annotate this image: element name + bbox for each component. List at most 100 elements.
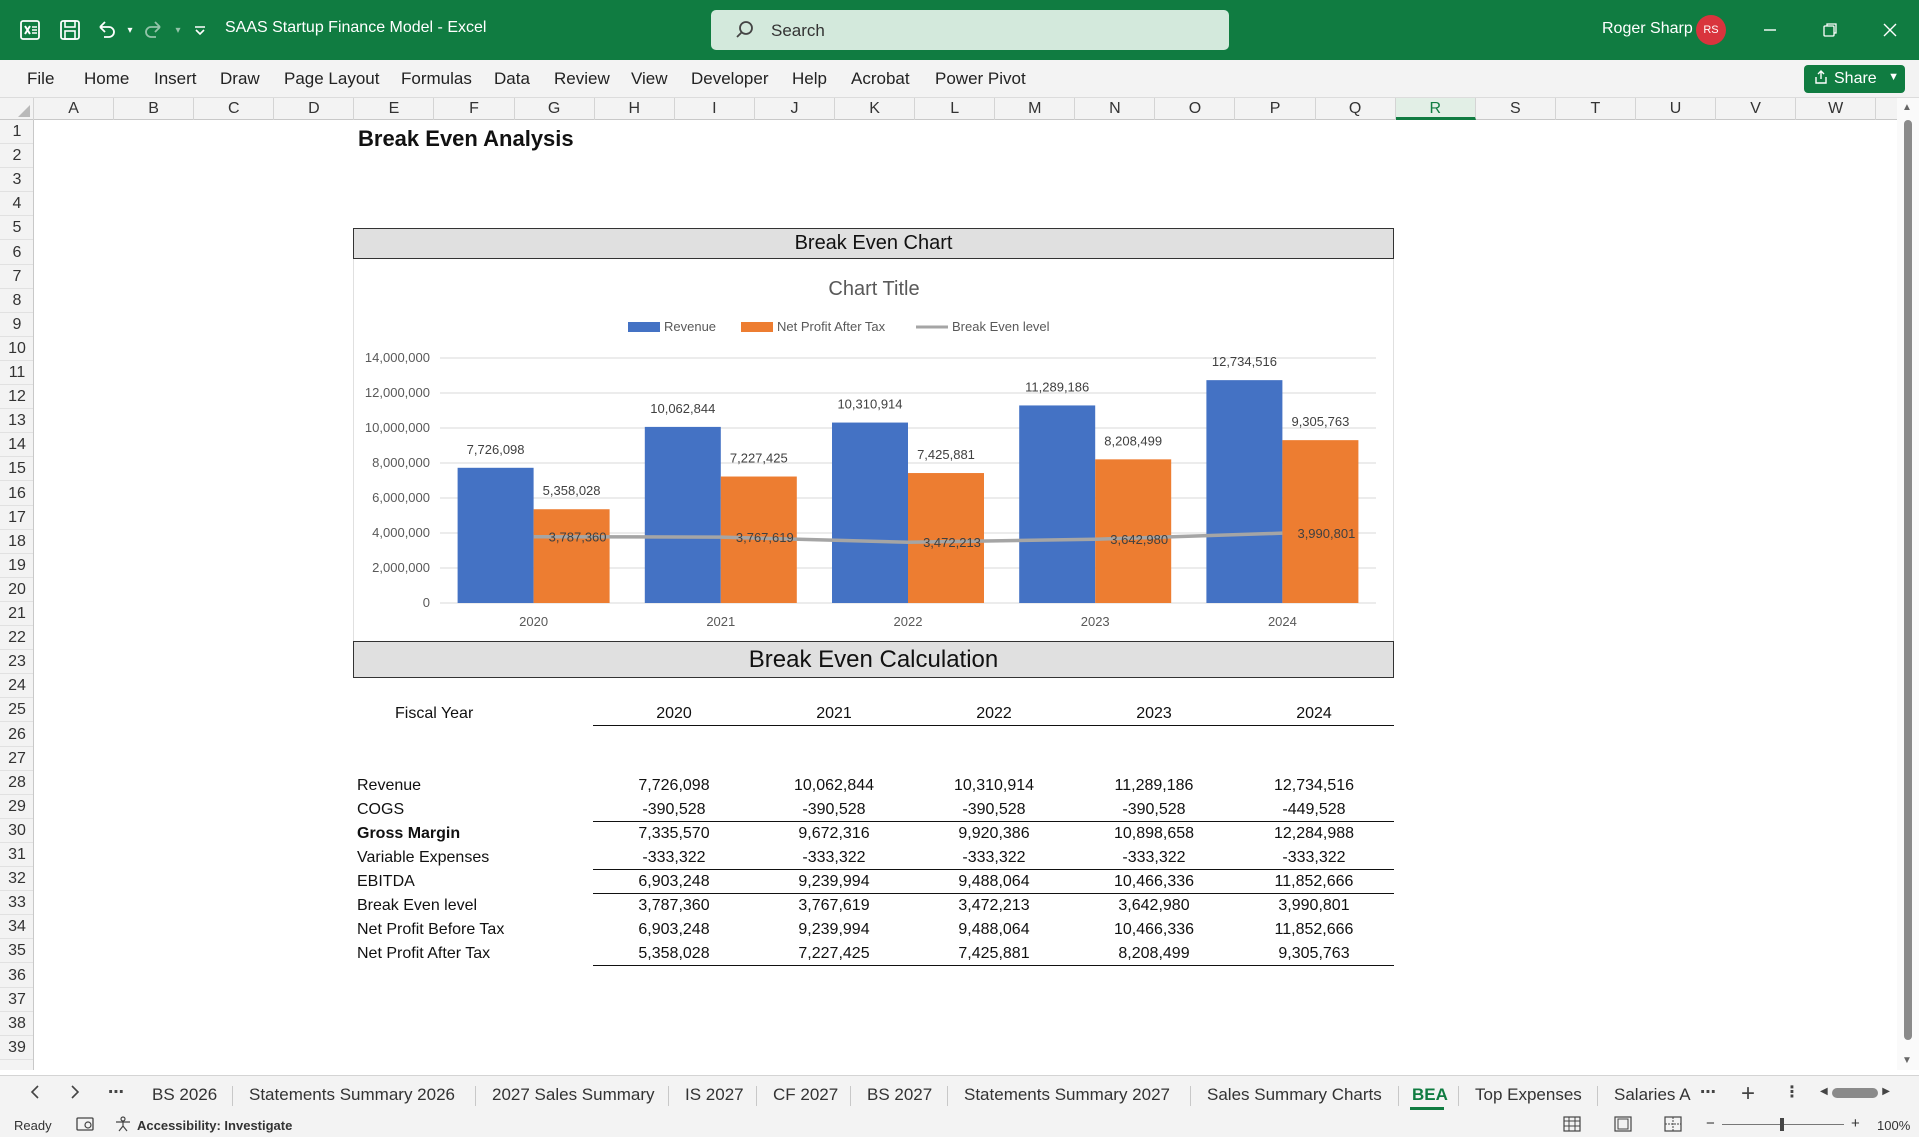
column-header-h[interactable]: H bbox=[595, 98, 675, 120]
redo-dropdown-icon[interactable]: ▾ bbox=[175, 24, 181, 36]
sheet-tab-cf-2027[interactable]: CF 2027 bbox=[773, 1085, 839, 1104]
customize-toolbar-icon[interactable] bbox=[184, 14, 216, 46]
share-button[interactable]: Share ▼ bbox=[1804, 65, 1905, 93]
column-header-w[interactable]: W bbox=[1796, 98, 1877, 120]
column-header-b[interactable]: B bbox=[114, 98, 195, 120]
undo-dropdown-icon[interactable]: ▾ bbox=[127, 24, 133, 36]
menu-formulas[interactable]: Formulas bbox=[401, 69, 472, 88]
row-header-34[interactable]: 34 bbox=[0, 915, 33, 940]
zoom-in-icon[interactable]: + bbox=[1851, 1115, 1860, 1132]
add-sheet-icon[interactable]: + bbox=[1741, 1080, 1756, 1107]
row-header-12[interactable]: 12 bbox=[0, 385, 33, 410]
menu-review[interactable]: Review bbox=[554, 69, 610, 88]
column-header-f[interactable]: F bbox=[435, 98, 515, 120]
column-header-c[interactable]: C bbox=[194, 98, 275, 120]
row-header-14[interactable]: 14 bbox=[0, 433, 33, 458]
menu-draw[interactable]: Draw bbox=[220, 69, 260, 88]
macro-record-icon[interactable] bbox=[76, 1116, 94, 1135]
scroll-up-icon[interactable]: ▲ bbox=[1902, 102, 1912, 113]
redo-icon[interactable] bbox=[138, 14, 170, 46]
search-box[interactable]: Search bbox=[711, 10, 1229, 50]
scroll-left-icon[interactable]: ◀ bbox=[1820, 1086, 1828, 1097]
row-header-4[interactable]: 4 bbox=[0, 192, 33, 217]
menu-acrobat[interactable]: Acrobat bbox=[851, 69, 910, 88]
row-header-28[interactable]: 28 bbox=[0, 771, 33, 795]
menu-view[interactable]: View bbox=[631, 69, 668, 88]
column-header-d[interactable]: D bbox=[274, 98, 355, 120]
scroll-down-icon[interactable]: ▼ bbox=[1902, 1055, 1912, 1066]
column-header-l[interactable]: L bbox=[915, 98, 996, 120]
row-header-33[interactable]: 33 bbox=[0, 891, 33, 916]
menu-home[interactable]: Home bbox=[84, 69, 130, 88]
row-header-11[interactable]: 11 bbox=[0, 361, 33, 385]
zoom-level[interactable]: 100% bbox=[1877, 1118, 1911, 1133]
row-header-18[interactable]: 18 bbox=[0, 530, 33, 554]
column-header-e[interactable]: E bbox=[354, 98, 435, 120]
row-header-20[interactable]: 20 bbox=[0, 578, 33, 602]
row-header-37[interactable]: 37 bbox=[0, 988, 33, 1012]
row-header-7[interactable]: 7 bbox=[0, 265, 33, 289]
menu-insert[interactable]: Insert bbox=[154, 69, 197, 88]
sheet-tab-salaries-a[interactable]: Salaries A bbox=[1614, 1085, 1691, 1104]
row-header-3[interactable]: 3 bbox=[0, 168, 33, 193]
row-header-9[interactable]: 9 bbox=[0, 313, 33, 337]
row-header-29[interactable]: 29 bbox=[0, 795, 33, 819]
normal-view-icon[interactable] bbox=[1563, 1116, 1581, 1135]
column-header-g[interactable]: G bbox=[515, 98, 595, 120]
row-header-38[interactable]: 38 bbox=[0, 1012, 33, 1036]
menu-developer[interactable]: Developer bbox=[691, 69, 769, 88]
row-header-22[interactable]: 22 bbox=[0, 626, 33, 651]
row-header-16[interactable]: 16 bbox=[0, 482, 33, 506]
menu-page-layout[interactable]: Page Layout bbox=[284, 69, 380, 88]
sheet-tab-sales-summary-charts[interactable]: Sales Summary Charts bbox=[1207, 1085, 1382, 1104]
restore-icon[interactable] bbox=[1812, 12, 1848, 48]
column-header-k[interactable]: K bbox=[835, 98, 916, 120]
column-header-v[interactable]: V bbox=[1716, 98, 1797, 120]
row-header-36[interactable]: 36 bbox=[0, 964, 33, 988]
prev-sheet-icon[interactable] bbox=[30, 1085, 40, 1104]
sheet-tab-2027-sales-summary[interactable]: 2027 Sales Summary bbox=[492, 1085, 655, 1104]
sheet-tab-is-2027[interactable]: IS 2027 bbox=[685, 1085, 744, 1104]
menu-help[interactable]: Help bbox=[792, 69, 827, 88]
zoom-out-icon[interactable]: − bbox=[1706, 1115, 1715, 1132]
column-header-o[interactable]: O bbox=[1155, 98, 1236, 120]
sheet-tab-bs-2027[interactable]: BS 2027 bbox=[867, 1085, 933, 1104]
row-header-25[interactable]: 25 bbox=[0, 698, 33, 723]
row-header-27[interactable]: 27 bbox=[0, 747, 33, 771]
menu-data[interactable]: Data bbox=[494, 69, 530, 88]
column-header-r[interactable]: R bbox=[1395, 98, 1476, 120]
column-header-p[interactable]: P bbox=[1236, 98, 1316, 120]
minimize-icon[interactable] bbox=[1752, 12, 1788, 48]
scroll-right-icon[interactable]: ▶ bbox=[1882, 1086, 1890, 1097]
horizontal-scrollbar[interactable]: ◀ ▶ bbox=[1820, 1086, 1890, 1100]
sheet-options-icon[interactable]: ⋮ bbox=[1784, 1084, 1800, 1101]
sheet-tab-statements-summary-2026[interactable]: Statements Summary 2026 bbox=[249, 1085, 455, 1104]
sheet-tab-bs-2026[interactable]: BS 2026 bbox=[152, 1085, 218, 1104]
accessibility-status[interactable]: Accessibility: Investigate bbox=[137, 1118, 293, 1133]
chevron-down-icon[interactable]: ▼ bbox=[1888, 71, 1899, 83]
column-header-m[interactable]: M bbox=[995, 98, 1076, 120]
sheet-tab-statements-summary-2027[interactable]: Statements Summary 2027 bbox=[964, 1085, 1170, 1104]
row-header-17[interactable]: 17 bbox=[0, 506, 33, 530]
page-layout-view-icon[interactable] bbox=[1614, 1116, 1632, 1135]
row-header-24[interactable]: 24 bbox=[0, 674, 33, 699]
row-header-23[interactable]: 23 bbox=[0, 650, 33, 675]
row-header-10[interactable]: 10 bbox=[0, 337, 33, 361]
row-header-39[interactable]: 39 bbox=[0, 1036, 33, 1060]
next-sheet-icon[interactable] bbox=[70, 1085, 80, 1104]
menu-power-pivot[interactable]: Power Pivot bbox=[935, 69, 1026, 88]
column-header-a[interactable]: A bbox=[34, 98, 115, 120]
row-header-2[interactable]: 2 bbox=[0, 144, 33, 169]
sheet-tab-bea[interactable]: BEA bbox=[1412, 1085, 1448, 1104]
row-header-8[interactable]: 8 bbox=[0, 289, 33, 313]
column-header-n[interactable]: N bbox=[1075, 98, 1156, 120]
zoom-slider-knob[interactable] bbox=[1780, 1118, 1784, 1131]
select-all-corner[interactable] bbox=[0, 98, 34, 120]
close-icon[interactable] bbox=[1872, 12, 1908, 48]
row-header-13[interactable]: 13 bbox=[0, 409, 33, 434]
column-header-q[interactable]: Q bbox=[1316, 98, 1396, 120]
row-header-31[interactable]: 31 bbox=[0, 843, 33, 867]
more-sheets-right-icon[interactable]: ⋯ bbox=[1700, 1084, 1716, 1101]
row-header-30[interactable]: 30 bbox=[0, 819, 33, 843]
row-header-1[interactable]: 1 bbox=[0, 120, 33, 144]
